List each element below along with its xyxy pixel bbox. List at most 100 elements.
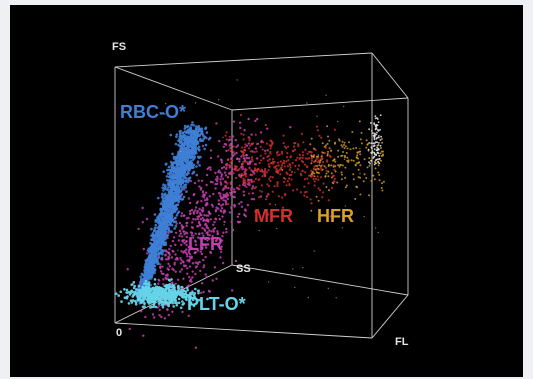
rbc-o-point — [188, 163, 192, 167]
plt-o-point — [117, 294, 120, 297]
lfr-point — [196, 225, 199, 228]
hfr-point — [317, 168, 320, 171]
stray-event-point — [375, 159, 377, 162]
mfr-point — [292, 149, 295, 152]
mfr-point — [288, 184, 291, 187]
lfr-point — [188, 255, 192, 259]
hfr-point — [324, 175, 327, 178]
lfr-point — [215, 206, 218, 209]
rbc-o-point — [146, 263, 150, 267]
mfr-point — [304, 157, 307, 160]
lfr-point — [185, 217, 188, 220]
mfr-point — [238, 184, 241, 187]
hfr-point — [313, 172, 316, 175]
lfr-point — [167, 313, 170, 317]
lfr-point — [186, 267, 189, 270]
rbc-o-point — [196, 160, 200, 163]
rbc-o-point — [182, 135, 185, 138]
lfr-point — [194, 266, 198, 269]
mfr-point — [313, 184, 316, 187]
plt-o-point — [133, 290, 137, 294]
hfr-point — [357, 161, 360, 164]
mfr-point — [325, 159, 329, 162]
lfr-point — [217, 207, 220, 210]
lfr-point — [181, 260, 185, 263]
hfr-point — [327, 165, 330, 167]
stray-event-point — [373, 135, 376, 138]
lfr-point — [192, 218, 195, 221]
hfr-point — [345, 152, 348, 154]
mfr-point — [271, 142, 274, 145]
cube-edge-back-top — [231, 97, 409, 111]
hfr-point — [341, 140, 344, 143]
mfr-point — [310, 169, 313, 172]
plt-o-point — [153, 278, 157, 281]
mfr-point — [259, 154, 262, 157]
lfr-point — [166, 273, 169, 276]
rbc-o-point — [154, 244, 157, 247]
stray-event-point — [373, 123, 376, 126]
plt-o-point — [161, 287, 165, 291]
rbc-o-point — [177, 179, 180, 182]
plt-o-point — [123, 296, 127, 300]
mfr-point — [308, 157, 311, 160]
rbc-o-point — [164, 163, 168, 166]
hfr-point — [327, 170, 330, 173]
lfr-point — [212, 192, 215, 196]
lfr-point — [175, 222, 178, 225]
hfr-point — [356, 186, 359, 189]
rbc-o-point — [204, 143, 208, 147]
plt-o-point — [127, 290, 131, 294]
lfr-point — [217, 202, 220, 206]
rbc-o-point — [158, 233, 161, 237]
lfr-point — [196, 217, 200, 221]
lfr-point — [206, 203, 209, 206]
hfr-point — [318, 164, 321, 167]
lfr-point — [191, 221, 194, 224]
mfr-point — [261, 175, 264, 178]
hfr-point — [315, 195, 318, 198]
rbc-o-point — [150, 242, 154, 246]
plt-o-point — [172, 305, 175, 308]
mfr-point — [276, 161, 280, 164]
rbc-o-point — [183, 184, 186, 187]
lfr-point — [192, 212, 196, 215]
mfr-point — [244, 149, 247, 152]
hfr-point — [341, 164, 344, 167]
mfr-point — [277, 171, 280, 174]
lfr-point — [244, 208, 247, 211]
mfr-point — [228, 135, 231, 138]
mfr-point — [227, 194, 230, 197]
lfr-point — [197, 220, 201, 224]
stray-event-point — [317, 154, 319, 156]
rbc-o-point — [173, 179, 176, 183]
plt-o-point — [153, 299, 157, 302]
lfr-point — [199, 218, 203, 221]
stray-event-point — [376, 131, 378, 134]
mfr-point — [248, 192, 251, 195]
hfr-point — [357, 176, 360, 179]
mfr-point — [245, 161, 249, 164]
rbc-o-point — [174, 224, 178, 228]
mfr-point — [244, 173, 247, 176]
hfr-point — [337, 149, 340, 152]
mfr-point — [306, 166, 309, 169]
hfr-point — [380, 147, 382, 149]
lfr-point — [234, 139, 237, 142]
lfr-point — [266, 149, 269, 152]
lfr-point — [246, 162, 250, 166]
mfr-point — [276, 154, 279, 157]
lfr-point — [235, 151, 238, 155]
stray-event-point — [377, 158, 379, 161]
mfr-point — [254, 169, 257, 172]
mfr-point — [265, 142, 269, 145]
lfr-point — [214, 171, 217, 175]
lfr-point — [180, 212, 184, 215]
mfr-point — [253, 167, 257, 170]
lfr-point — [178, 229, 182, 233]
hfr-point — [366, 143, 369, 146]
mfr-point — [242, 177, 245, 180]
stray-event-point — [377, 144, 380, 146]
lfr-point — [222, 145, 225, 148]
stray-event-point — [371, 147, 373, 150]
